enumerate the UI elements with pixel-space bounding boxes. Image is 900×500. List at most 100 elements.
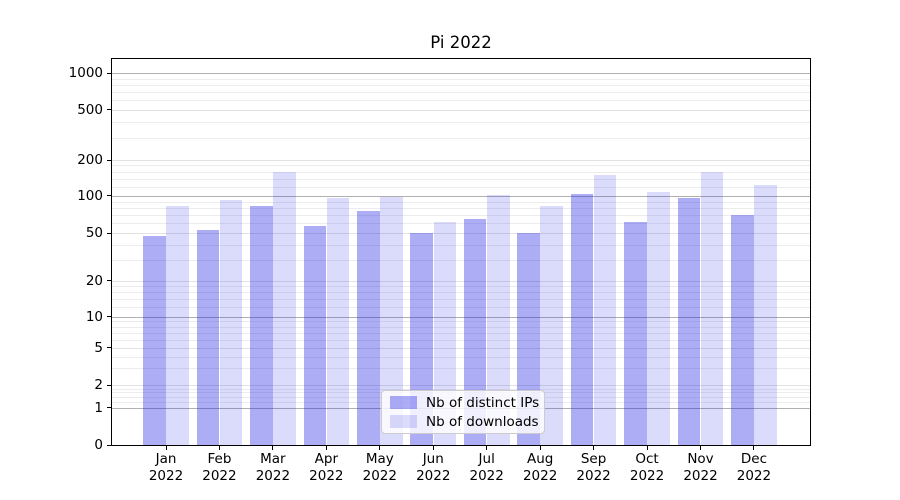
y-gridline — [112, 109, 810, 111]
legend: Nb of distinct IPs Nb of downloads — [381, 390, 545, 434]
x-tick-year: 2022 — [362, 467, 397, 484]
y-tick-mark — [106, 316, 112, 318]
bar-downloads-jun — [433, 222, 457, 445]
y-tick-mark — [106, 232, 112, 234]
x-tick-year: 2022 — [416, 467, 451, 484]
y-tick-label: 10 — [85, 308, 103, 325]
x-tick-label: Jan 2022 — [124, 451, 208, 484]
y-gridline-minor — [112, 388, 810, 390]
x-tick-month: May — [365, 451, 394, 467]
y-tick-label: 500 — [77, 101, 103, 118]
x-tick-mark — [486, 445, 488, 450]
y-tick-label: 20 — [85, 272, 103, 289]
x-tick-mark — [646, 445, 648, 450]
y-tick-mark — [106, 109, 112, 111]
x-tick-mark — [379, 445, 381, 450]
y-gridline-minor — [112, 356, 810, 358]
y-gridline — [112, 347, 810, 349]
x-tick-month: Aug — [526, 451, 554, 467]
y-tick-label: 100 — [77, 187, 103, 204]
y-gridline-minor — [112, 186, 810, 188]
bar-distinct-ips-oct — [624, 221, 647, 445]
y-gridline-minor — [112, 368, 810, 370]
y-tick-label: 200 — [77, 152, 103, 169]
x-tick-year: 2022 — [202, 467, 237, 484]
y-gridline-minor — [112, 178, 810, 180]
x-tick-label: Nov 2022 — [659, 451, 743, 484]
x-tick-mark — [700, 445, 701, 450]
x-tick-year: 2022 — [255, 467, 291, 484]
x-tick-mark — [272, 445, 274, 450]
bar-distinct-ips-jan — [143, 236, 166, 445]
x-tick-year: 2022 — [522, 467, 558, 484]
bar-downloads-feb — [219, 199, 243, 445]
x-tick-year: 2022 — [736, 467, 772, 484]
bar-downloads-may — [380, 196, 403, 445]
y-gridline-minor — [112, 122, 810, 124]
bar-distinct-ips-mar — [250, 205, 273, 445]
x-tick-month: Apr — [314, 451, 339, 467]
x-tick-label: Feb 2022 — [177, 451, 261, 484]
y-gridline-minor — [112, 165, 810, 167]
y-tick-label: 1 — [94, 399, 103, 416]
bar-distinct-ips-jul — [463, 218, 487, 445]
chart-title: Pi 2022 — [430, 33, 492, 52]
y-tick-mark — [106, 384, 112, 386]
bar-distinct-ips-feb — [196, 229, 220, 445]
y-gridline-minor — [112, 299, 810, 301]
y-gridline — [112, 280, 810, 282]
bar-distinct-ips-apr — [303, 226, 327, 445]
x-tick-year: 2022 — [469, 467, 504, 484]
bar-distinct-ips-may — [357, 210, 380, 445]
y-gridline-minor — [112, 78, 810, 80]
y-gridline-minor — [112, 332, 810, 334]
bar-downloads-sep — [593, 174, 617, 445]
y-gridline-minor — [112, 339, 810, 341]
x-tick-mark — [539, 445, 541, 450]
bar-downloads-aug — [540, 205, 563, 445]
x-tick-label: Aug 2022 — [498, 451, 582, 484]
x-tick-month: Jun — [422, 451, 444, 467]
y-gridline-minor — [112, 84, 810, 86]
x-tick-mark — [218, 445, 220, 450]
y-gridline-minor — [112, 244, 810, 246]
x-tick-label: Oct 2022 — [605, 451, 689, 484]
x-tick-label: Jul 2022 — [445, 451, 529, 484]
x-tick-mark — [325, 445, 327, 450]
bar-downloads-oct — [647, 191, 670, 445]
y-gridline-minor — [112, 326, 810, 328]
y-gridline-minor — [112, 292, 810, 294]
x-tick-month: Dec — [740, 451, 767, 467]
x-tick-year: 2022 — [576, 467, 611, 484]
legend-label-downloads: Nb of downloads — [426, 413, 539, 430]
x-tick-month: Jan — [155, 451, 177, 467]
bar-distinct-ips-nov — [677, 198, 701, 445]
bar-downloads-nov — [700, 171, 724, 445]
y-gridline — [112, 160, 810, 162]
legend-item-downloads: Nb of downloads — [390, 412, 539, 431]
y-gridline — [112, 385, 810, 386]
y-gridline-minor — [112, 259, 810, 261]
x-tick-mark — [165, 445, 167, 450]
y-gridline-minor — [112, 100, 810, 102]
y-tick-label: 0 — [94, 437, 103, 453]
x-tick-month: Jul — [478, 451, 495, 467]
x-tick-mark — [432, 445, 434, 450]
x-tick-year: 2022 — [629, 467, 665, 484]
x-tick-month: Feb — [207, 451, 232, 467]
bar-distinct-ips-dec — [731, 215, 754, 445]
x-tick-label: May 2022 — [338, 451, 422, 484]
y-tick-label: 1000 — [68, 65, 103, 81]
y-gridline-minor — [112, 223, 810, 225]
legend-swatch-distinct-ips-icon — [390, 396, 417, 409]
legend-swatch-downloads-icon — [390, 415, 417, 428]
x-tick-year: 2022 — [148, 467, 184, 484]
x-tick-year: 2022 — [309, 467, 344, 484]
bar-downloads-apr — [326, 197, 350, 445]
y-gridline-minor — [112, 207, 810, 209]
y-tick-mark — [106, 347, 112, 349]
y-gridline-major — [112, 73, 810, 74]
y-gridline — [112, 233, 810, 234]
x-tick-mark — [593, 445, 595, 450]
